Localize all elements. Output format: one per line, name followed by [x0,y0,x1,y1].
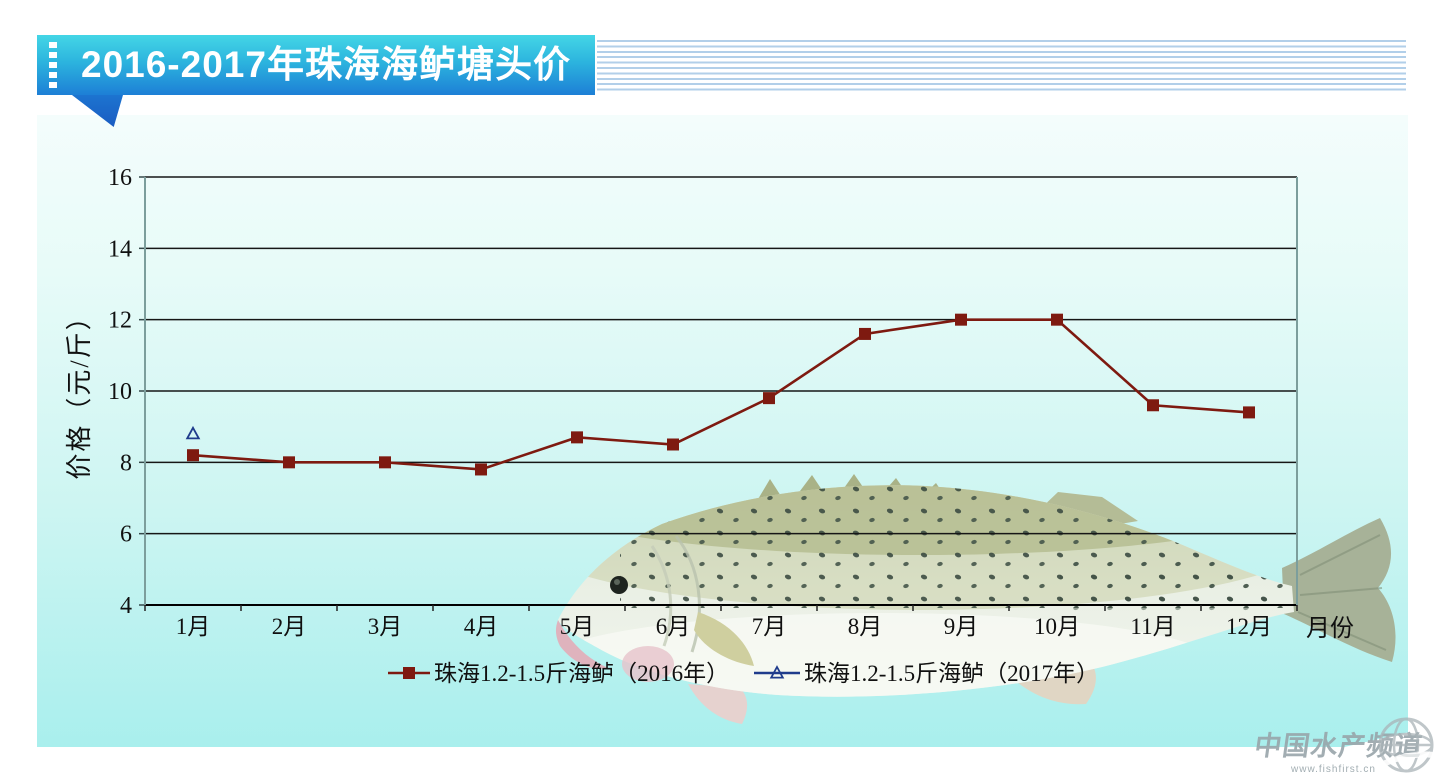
globe-icon [1378,717,1438,773]
fish-pelvic-fin [688,684,748,724]
svg-text:6月: 6月 [656,614,691,639]
svg-text:2月: 2月 [272,614,307,639]
banner-dotted-line-icon [49,42,57,88]
header-stripes [597,40,1406,93]
svg-text:10: 10 [108,379,132,405]
svg-text:4月: 4月 [464,614,499,639]
svg-text:10月: 10月 [1034,614,1080,639]
svg-text:4: 4 [120,593,132,619]
legend-label-2: 珠海1.2-1.5斤海鲈（2017年） [804,661,1099,686]
svg-text:8月: 8月 [848,614,883,639]
svg-text:7月: 7月 [752,614,787,639]
fish-mouth [555,620,608,669]
svg-text:1月: 1月 [176,614,211,639]
title-banner: 2016-2017年珠海海鲈塘头价 [37,35,595,95]
page-title: 2016-2017年珠海海鲈塘头价 [81,44,571,85]
y-axis-labels: 4 6 8 10 12 14 16 [108,165,132,619]
svg-text:12: 12 [108,308,132,334]
grid-lines [139,176,1298,606]
svg-text:6: 6 [120,522,132,548]
chart-legend: 珠海1.2-1.5斤海鲈（2016年） 珠海1.2-1.5斤海鲈（2017年） [388,661,1099,686]
x-axis-title: 月份 [1306,615,1354,642]
svg-text:3月: 3月 [368,614,403,639]
legend-label-1: 珠海1.2-1.5斤海鲈（2016年） [434,661,729,686]
svg-text:16: 16 [108,165,132,191]
watermark-url: www.fishfirst.cn [1291,764,1376,775]
svg-text:8: 8 [120,450,132,476]
x-axis-labels: 1月 2月 3月 4月 5月 6月 7月 8月 9月 10月 11月 12月 [144,605,1298,639]
watermark: 中国水产频道 www.fishfirst.cn [1253,717,1438,775]
y-axis-title: 价格（元/斤） [65,302,94,479]
svg-text:5月: 5月 [560,614,595,639]
svg-text:9月: 9月 [944,614,979,639]
series-2 [185,425,201,440]
svg-text:12月: 12月 [1226,614,1272,639]
fish-tail [1282,518,1396,662]
svg-text:11月: 11月 [1130,614,1175,639]
fish-pectoral-fin [694,612,754,666]
svg-text:14: 14 [108,236,132,262]
series-1 [187,313,1255,476]
